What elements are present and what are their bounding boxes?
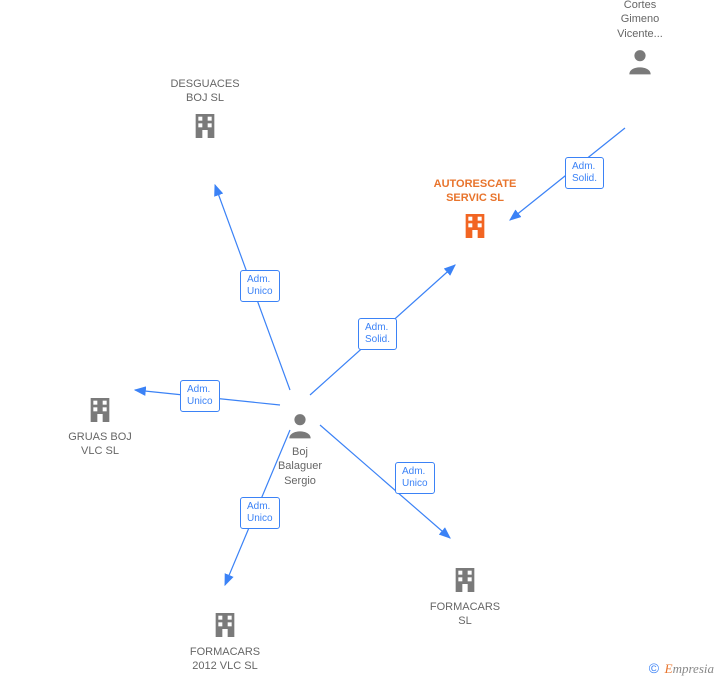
node-label: AUTORESCATESERVIC SL — [425, 177, 525, 206]
person-icon — [624, 45, 656, 77]
edge-label: Adm. Unico — [240, 497, 280, 529]
edge-label: Adm. Solid. — [565, 157, 604, 189]
edge-label: Adm. Unico — [395, 462, 435, 494]
copyright-symbol: © — [649, 660, 659, 676]
node-label: FORMACARS2012 VLC SL — [175, 645, 275, 674]
node-label: DESGUACESBOJ SL — [155, 77, 255, 106]
person-icon — [284, 409, 316, 441]
node-label: GRUAS BOJVLC SL — [50, 430, 150, 459]
person-node[interactable]: CortesGimenoVicente... — [590, 0, 690, 81]
building-icon — [209, 609, 241, 641]
building-icon — [189, 110, 221, 142]
watermark-rest: mpresia — [673, 661, 714, 676]
company-node[interactable]: AUTORESCATESERVIC SL — [425, 177, 525, 246]
edge-label: Adm. Unico — [240, 270, 280, 302]
watermark-first-letter: E — [665, 661, 673, 676]
edge-label: Adm. Unico — [180, 380, 220, 412]
person-node[interactable]: BojBalaguerSergio — [250, 405, 350, 488]
edge-label: Adm. Solid. — [358, 318, 397, 350]
building-icon — [449, 564, 481, 596]
company-node[interactable]: FORMACARS2012 VLC SL — [175, 605, 275, 674]
node-label: CortesGimenoVicente... — [590, 0, 690, 41]
company-node[interactable]: GRUAS BOJVLC SL — [50, 390, 150, 459]
company-node[interactable]: FORMACARSSL — [415, 560, 515, 629]
building-icon — [459, 210, 491, 242]
node-label: BojBalaguerSergio — [250, 445, 350, 488]
watermark: © Empresia — [649, 660, 714, 677]
building-icon — [84, 394, 116, 426]
node-label: FORMACARSSL — [415, 600, 515, 629]
company-node[interactable]: DESGUACESBOJ SL — [155, 77, 255, 146]
